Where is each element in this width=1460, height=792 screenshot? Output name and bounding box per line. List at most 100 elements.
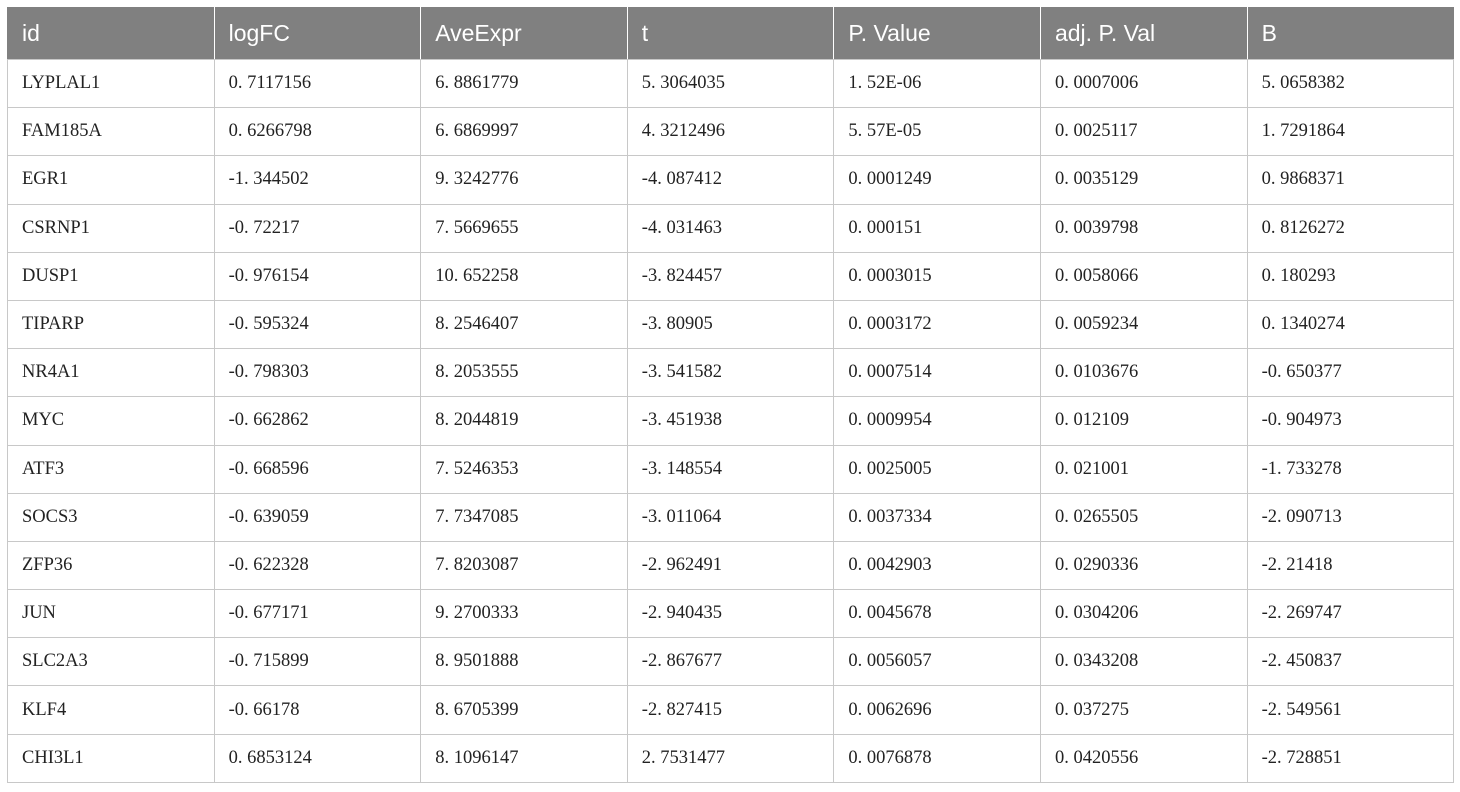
gene-id-cell: NR4A1 — [7, 348, 215, 398]
gene-id-cell: ATF3 — [7, 444, 215, 494]
table-cell: 8. 6705399 — [420, 685, 628, 735]
table-cell: 0. 012109 — [1039, 396, 1248, 446]
table-container: id logFC AveExpr t P. Value adj. P. Val B LYPL… — [7, 7, 1455, 783]
table-cell: -0. 715899 — [213, 637, 422, 687]
table-cell: 8. 2053555 — [420, 348, 628, 398]
table-cell: 7. 5246353 — [420, 444, 628, 494]
table-cell: 0. 6266798 — [213, 107, 422, 157]
table-cell: 0. 0056057 — [833, 637, 1041, 687]
table-cell: -3. 011064 — [626, 492, 835, 542]
gene-id-cell: CHI3L1 — [7, 733, 215, 783]
table-cell: -2. 940435 — [626, 589, 835, 639]
table-cell: 0. 0025005 — [833, 444, 1041, 494]
table-cell: 0. 0343208 — [1039, 637, 1248, 687]
table-cell: 5. 3064035 — [626, 58, 835, 109]
gene-id-cell: SLC2A3 — [7, 637, 215, 687]
column-header: adj. P. Val — [1039, 7, 1248, 60]
table-row: CSRNP1 -0. 72217 7. 5669655 -4. 031463 0. 00… — [7, 203, 1455, 253]
table-cell: 5. 57E-05 — [833, 107, 1041, 157]
table-cell: 7. 8203087 — [420, 540, 628, 591]
table-cell: -0. 677171 — [213, 589, 422, 639]
table-cell: 0. 0290336 — [1039, 540, 1248, 591]
table-cell: -2. 090713 — [1246, 492, 1455, 542]
table-row: EGR1 -1. 344502 9. 3242776 -4. 087412 0. 000… — [7, 155, 1455, 205]
table-cell: 0. 0007514 — [833, 348, 1041, 398]
table-cell: 0. 6853124 — [213, 733, 422, 783]
column-header: AveExpr — [420, 7, 628, 60]
table-cell: 0. 0045678 — [833, 589, 1041, 639]
table-cell: 0. 0003172 — [833, 299, 1041, 350]
table-cell: -2. 728851 — [1246, 733, 1455, 783]
column-header: t — [626, 7, 834, 60]
table-row: FAM185A 0. 6266798 6. 6869997 4. 3212496 5. … — [7, 107, 1455, 157]
table-cell: 2. 7531477 — [626, 733, 835, 783]
table-cell: -2. 867677 — [626, 637, 835, 687]
table-cell: 9. 2700333 — [420, 589, 628, 639]
table-cell: -2. 269747 — [1246, 589, 1455, 639]
column-header: logFC — [213, 7, 421, 60]
table-cell: -0. 639059 — [213, 492, 422, 542]
table-cell: 8. 2546407 — [420, 299, 628, 350]
data-table: id logFC AveExpr t P. Value adj. P. Val B LYPL… — [7, 7, 1455, 783]
table-body: LYPLAL1 0. 7117156 6. 8861779 5. 3064035 1. … — [7, 58, 1455, 783]
table-row: TIPARP -0. 595324 8. 2546407 -3. 80905 0. 00… — [7, 299, 1455, 350]
gene-id-cell: JUN — [7, 589, 215, 639]
table-cell: 6. 6869997 — [420, 107, 628, 157]
table-cell: 0. 9868371 — [1246, 155, 1455, 205]
table-cell: 0. 0035129 — [1039, 155, 1248, 205]
header-row: id logFC AveExpr t P. Value adj. P. Val B — [7, 7, 1454, 60]
table-cell: 7. 5669655 — [420, 203, 628, 253]
table-cell: -0. 72217 — [213, 203, 422, 253]
table-row: NR4A1 -0. 798303 8. 2053555 -3. 541582 0. 00… — [7, 348, 1455, 398]
gene-id-cell: LYPLAL1 — [7, 58, 215, 109]
table-cell: -0. 662862 — [213, 396, 422, 446]
column-header: P. Value — [833, 7, 1041, 60]
column-header: B — [1246, 7, 1454, 60]
gene-id-cell: FAM185A — [7, 107, 215, 157]
gene-id-cell: EGR1 — [7, 155, 215, 205]
table-cell: -2. 21418 — [1246, 540, 1455, 591]
table-cell: 0. 0003015 — [833, 251, 1041, 301]
table-cell: 10. 652258 — [420, 251, 628, 301]
table-cell: 0. 0001249 — [833, 155, 1041, 205]
table-cell: 0. 0420556 — [1039, 733, 1248, 783]
table-cell: 1. 7291864 — [1246, 107, 1455, 157]
table-row: ZFP36 -0. 622328 7. 8203087 -2. 962491 0. 00… — [7, 540, 1455, 591]
table-cell: 0. 0009954 — [833, 396, 1041, 446]
table-cell: 0. 1340274 — [1246, 299, 1455, 350]
table-cell: 0. 037275 — [1039, 685, 1248, 735]
table-cell: 8. 9501888 — [420, 637, 628, 687]
gene-id-cell: MYC — [7, 396, 215, 446]
table-cell: 8. 1096147 — [420, 733, 628, 783]
table-cell: 0. 0025117 — [1039, 107, 1248, 157]
table-cell: -1. 344502 — [213, 155, 422, 205]
table-cell: 0. 0076878 — [833, 733, 1041, 783]
table-row: JUN -0. 677171 9. 2700333 -2. 940435 0. 0045… — [7, 589, 1455, 639]
table-cell: 0. 0037334 — [833, 492, 1041, 542]
table-cell: 0. 0304206 — [1039, 589, 1248, 639]
table-cell: -2. 549561 — [1246, 685, 1455, 735]
table-row: DUSP1 -0. 976154 10. 652258 -3. 824457 0. 00… — [7, 251, 1455, 301]
gene-id-cell: KLF4 — [7, 685, 215, 735]
table-cell: 0. 7117156 — [213, 58, 422, 109]
table-cell: 0. 180293 — [1246, 251, 1455, 301]
table-cell: -0. 66178 — [213, 685, 422, 735]
table-cell: 0. 0265505 — [1039, 492, 1248, 542]
table-cell: -3. 148554 — [626, 444, 835, 494]
gene-id-cell: DUSP1 — [7, 251, 215, 301]
table-cell: 9. 3242776 — [420, 155, 628, 205]
table-cell: 0. 0103676 — [1039, 348, 1248, 398]
table-row: MYC -0. 662862 8. 2044819 -3. 451938 0. 0009… — [7, 396, 1455, 446]
table-cell: -3. 80905 — [626, 299, 835, 350]
table-cell: -0. 976154 — [213, 251, 422, 301]
table-cell: 0. 0007006 — [1039, 58, 1248, 109]
table-cell: 0. 000151 — [833, 203, 1041, 253]
table-row: KLF4 -0. 66178 8. 6705399 -2. 827415 0. 0062… — [7, 685, 1455, 735]
table-row: CHI3L1 0. 6853124 8. 1096147 2. 7531477 0. 0… — [7, 733, 1455, 783]
table-cell: -3. 824457 — [626, 251, 835, 301]
table-cell: -1. 733278 — [1246, 444, 1455, 494]
table-cell: 0. 0039798 — [1039, 203, 1248, 253]
table-cell: -2. 827415 — [626, 685, 835, 735]
table-cell: 0. 8126272 — [1246, 203, 1455, 253]
gene-id-cell: SOCS3 — [7, 492, 215, 542]
